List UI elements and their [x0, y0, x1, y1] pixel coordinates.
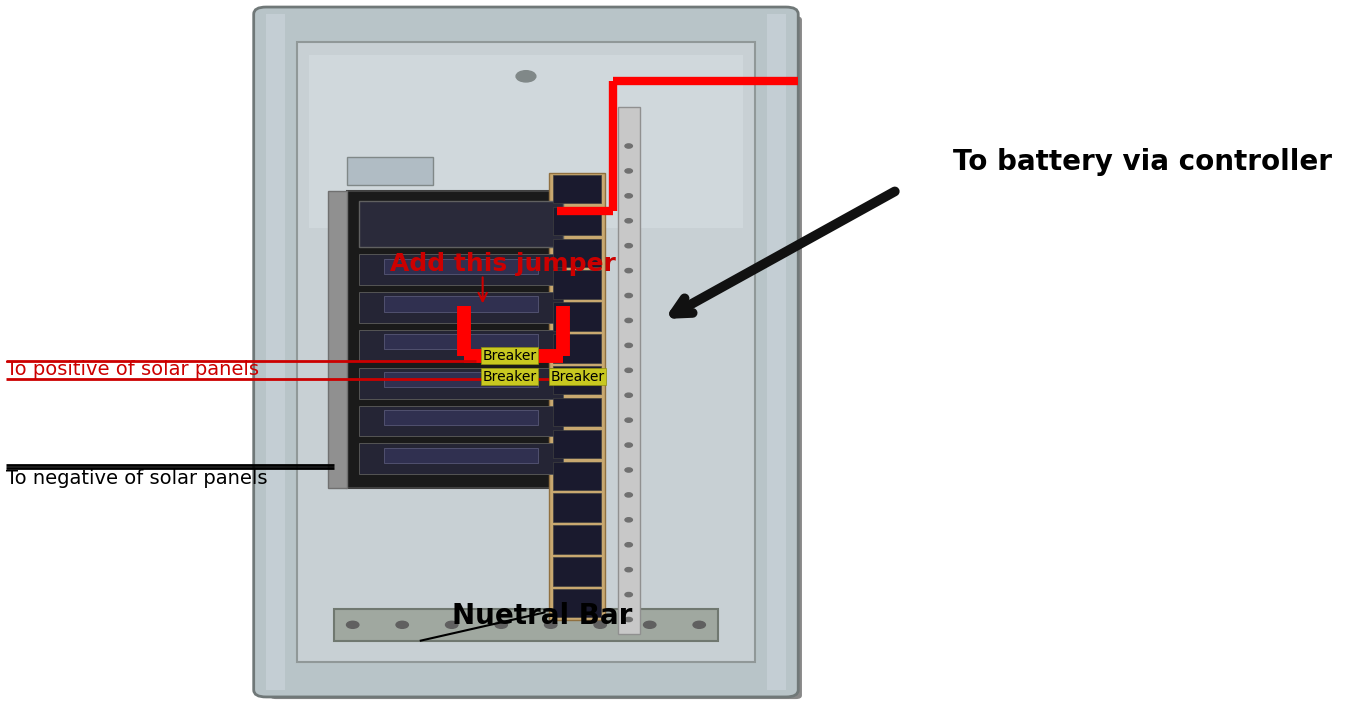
- Text: To negative of solar panels: To negative of solar panels: [7, 470, 268, 488]
- Text: To positive of solar panels: To positive of solar panels: [7, 360, 259, 379]
- Bar: [553, 175, 601, 203]
- Bar: [328, 191, 347, 489]
- Bar: [266, 14, 284, 690]
- Text: Breaker: Breaker: [550, 370, 605, 384]
- Bar: [553, 398, 601, 426]
- Bar: [767, 14, 786, 690]
- Circle shape: [495, 622, 508, 628]
- Circle shape: [626, 418, 632, 422]
- Circle shape: [626, 244, 632, 248]
- Bar: [347, 156, 434, 184]
- Circle shape: [626, 567, 632, 572]
- Bar: [384, 334, 538, 349]
- Text: Add this jumper: Add this jumper: [390, 252, 616, 276]
- Circle shape: [643, 622, 656, 628]
- Bar: [384, 296, 538, 312]
- Bar: [549, 173, 605, 620]
- Bar: [553, 589, 601, 617]
- Circle shape: [626, 294, 632, 298]
- Bar: [359, 367, 563, 398]
- Circle shape: [626, 268, 632, 272]
- Circle shape: [626, 393, 632, 397]
- Text: Breaker: Breaker: [483, 348, 536, 363]
- FancyBboxPatch shape: [270, 16, 803, 699]
- Circle shape: [626, 443, 632, 447]
- Bar: [553, 334, 601, 363]
- Circle shape: [626, 493, 632, 497]
- Circle shape: [545, 622, 557, 628]
- FancyBboxPatch shape: [254, 7, 799, 697]
- Bar: [359, 444, 563, 474]
- Bar: [553, 302, 601, 331]
- Circle shape: [594, 622, 606, 628]
- Circle shape: [626, 543, 632, 547]
- Text: Nuetral Bar: Nuetral Bar: [451, 602, 632, 630]
- Circle shape: [516, 70, 536, 82]
- Bar: [553, 525, 601, 553]
- Bar: [553, 207, 601, 235]
- Bar: [384, 448, 538, 463]
- Bar: [617, 107, 639, 634]
- Circle shape: [626, 194, 632, 198]
- Circle shape: [626, 468, 632, 472]
- Bar: [553, 366, 601, 394]
- Circle shape: [626, 318, 632, 322]
- Bar: [359, 330, 563, 360]
- Circle shape: [626, 517, 632, 522]
- Bar: [347, 191, 575, 489]
- Bar: [553, 557, 601, 586]
- Bar: [310, 55, 742, 228]
- Bar: [359, 254, 563, 285]
- Bar: [359, 292, 563, 323]
- Bar: [296, 42, 755, 662]
- Bar: [553, 462, 601, 490]
- Bar: [335, 609, 718, 641]
- Circle shape: [397, 622, 409, 628]
- Bar: [553, 429, 601, 458]
- Text: Breaker: Breaker: [483, 370, 536, 384]
- Circle shape: [626, 169, 632, 173]
- Circle shape: [626, 219, 632, 223]
- Circle shape: [626, 368, 632, 372]
- Circle shape: [347, 622, 359, 628]
- Bar: [384, 410, 538, 425]
- Circle shape: [626, 144, 632, 148]
- Circle shape: [626, 617, 632, 622]
- Circle shape: [446, 622, 458, 628]
- Bar: [359, 201, 563, 247]
- Bar: [384, 372, 538, 387]
- Text: To battery via controller: To battery via controller: [954, 148, 1332, 176]
- Bar: [553, 494, 601, 522]
- Bar: [384, 258, 538, 274]
- Circle shape: [693, 622, 705, 628]
- Bar: [553, 270, 601, 298]
- Circle shape: [626, 593, 632, 597]
- Bar: [553, 239, 601, 267]
- Circle shape: [626, 344, 632, 348]
- Bar: [359, 406, 563, 436]
